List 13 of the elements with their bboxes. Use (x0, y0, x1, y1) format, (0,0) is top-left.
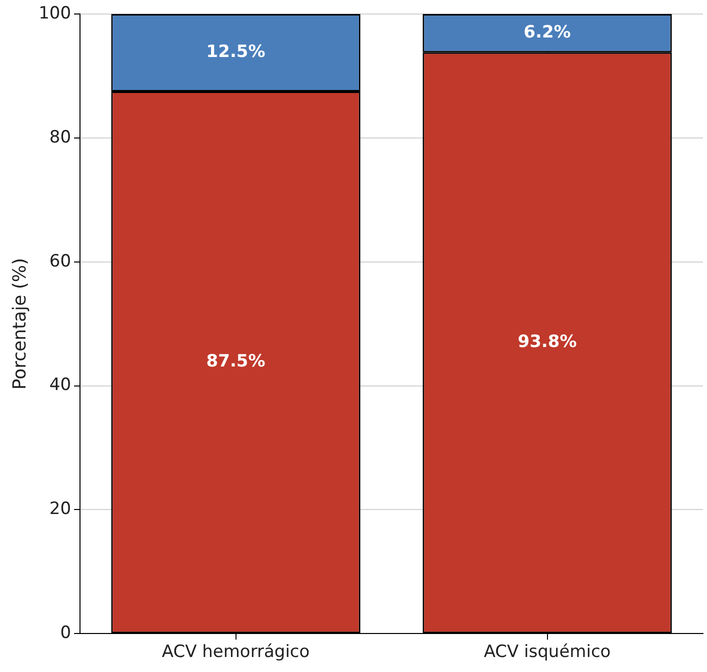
y-tick-label: 60 (49, 251, 72, 272)
y-tick-label: 80 (49, 127, 72, 148)
data-label: 12.5% (206, 42, 266, 62)
data-label: 93.8% (518, 332, 577, 352)
y-tick-label: 100 (38, 3, 72, 24)
x-tick-label: ACV isquémico (484, 642, 611, 662)
x-tick-label: ACV hemorrágico (162, 642, 310, 662)
y-axis-title: Porcentaje (%) (9, 258, 30, 390)
data-label: 87.5% (206, 352, 266, 372)
y-tick-label: 20 (49, 499, 72, 520)
y-tick-label: 0 (60, 623, 72, 644)
y-tick-label: 40 (49, 375, 72, 396)
data-label: 6.2% (524, 22, 571, 43)
